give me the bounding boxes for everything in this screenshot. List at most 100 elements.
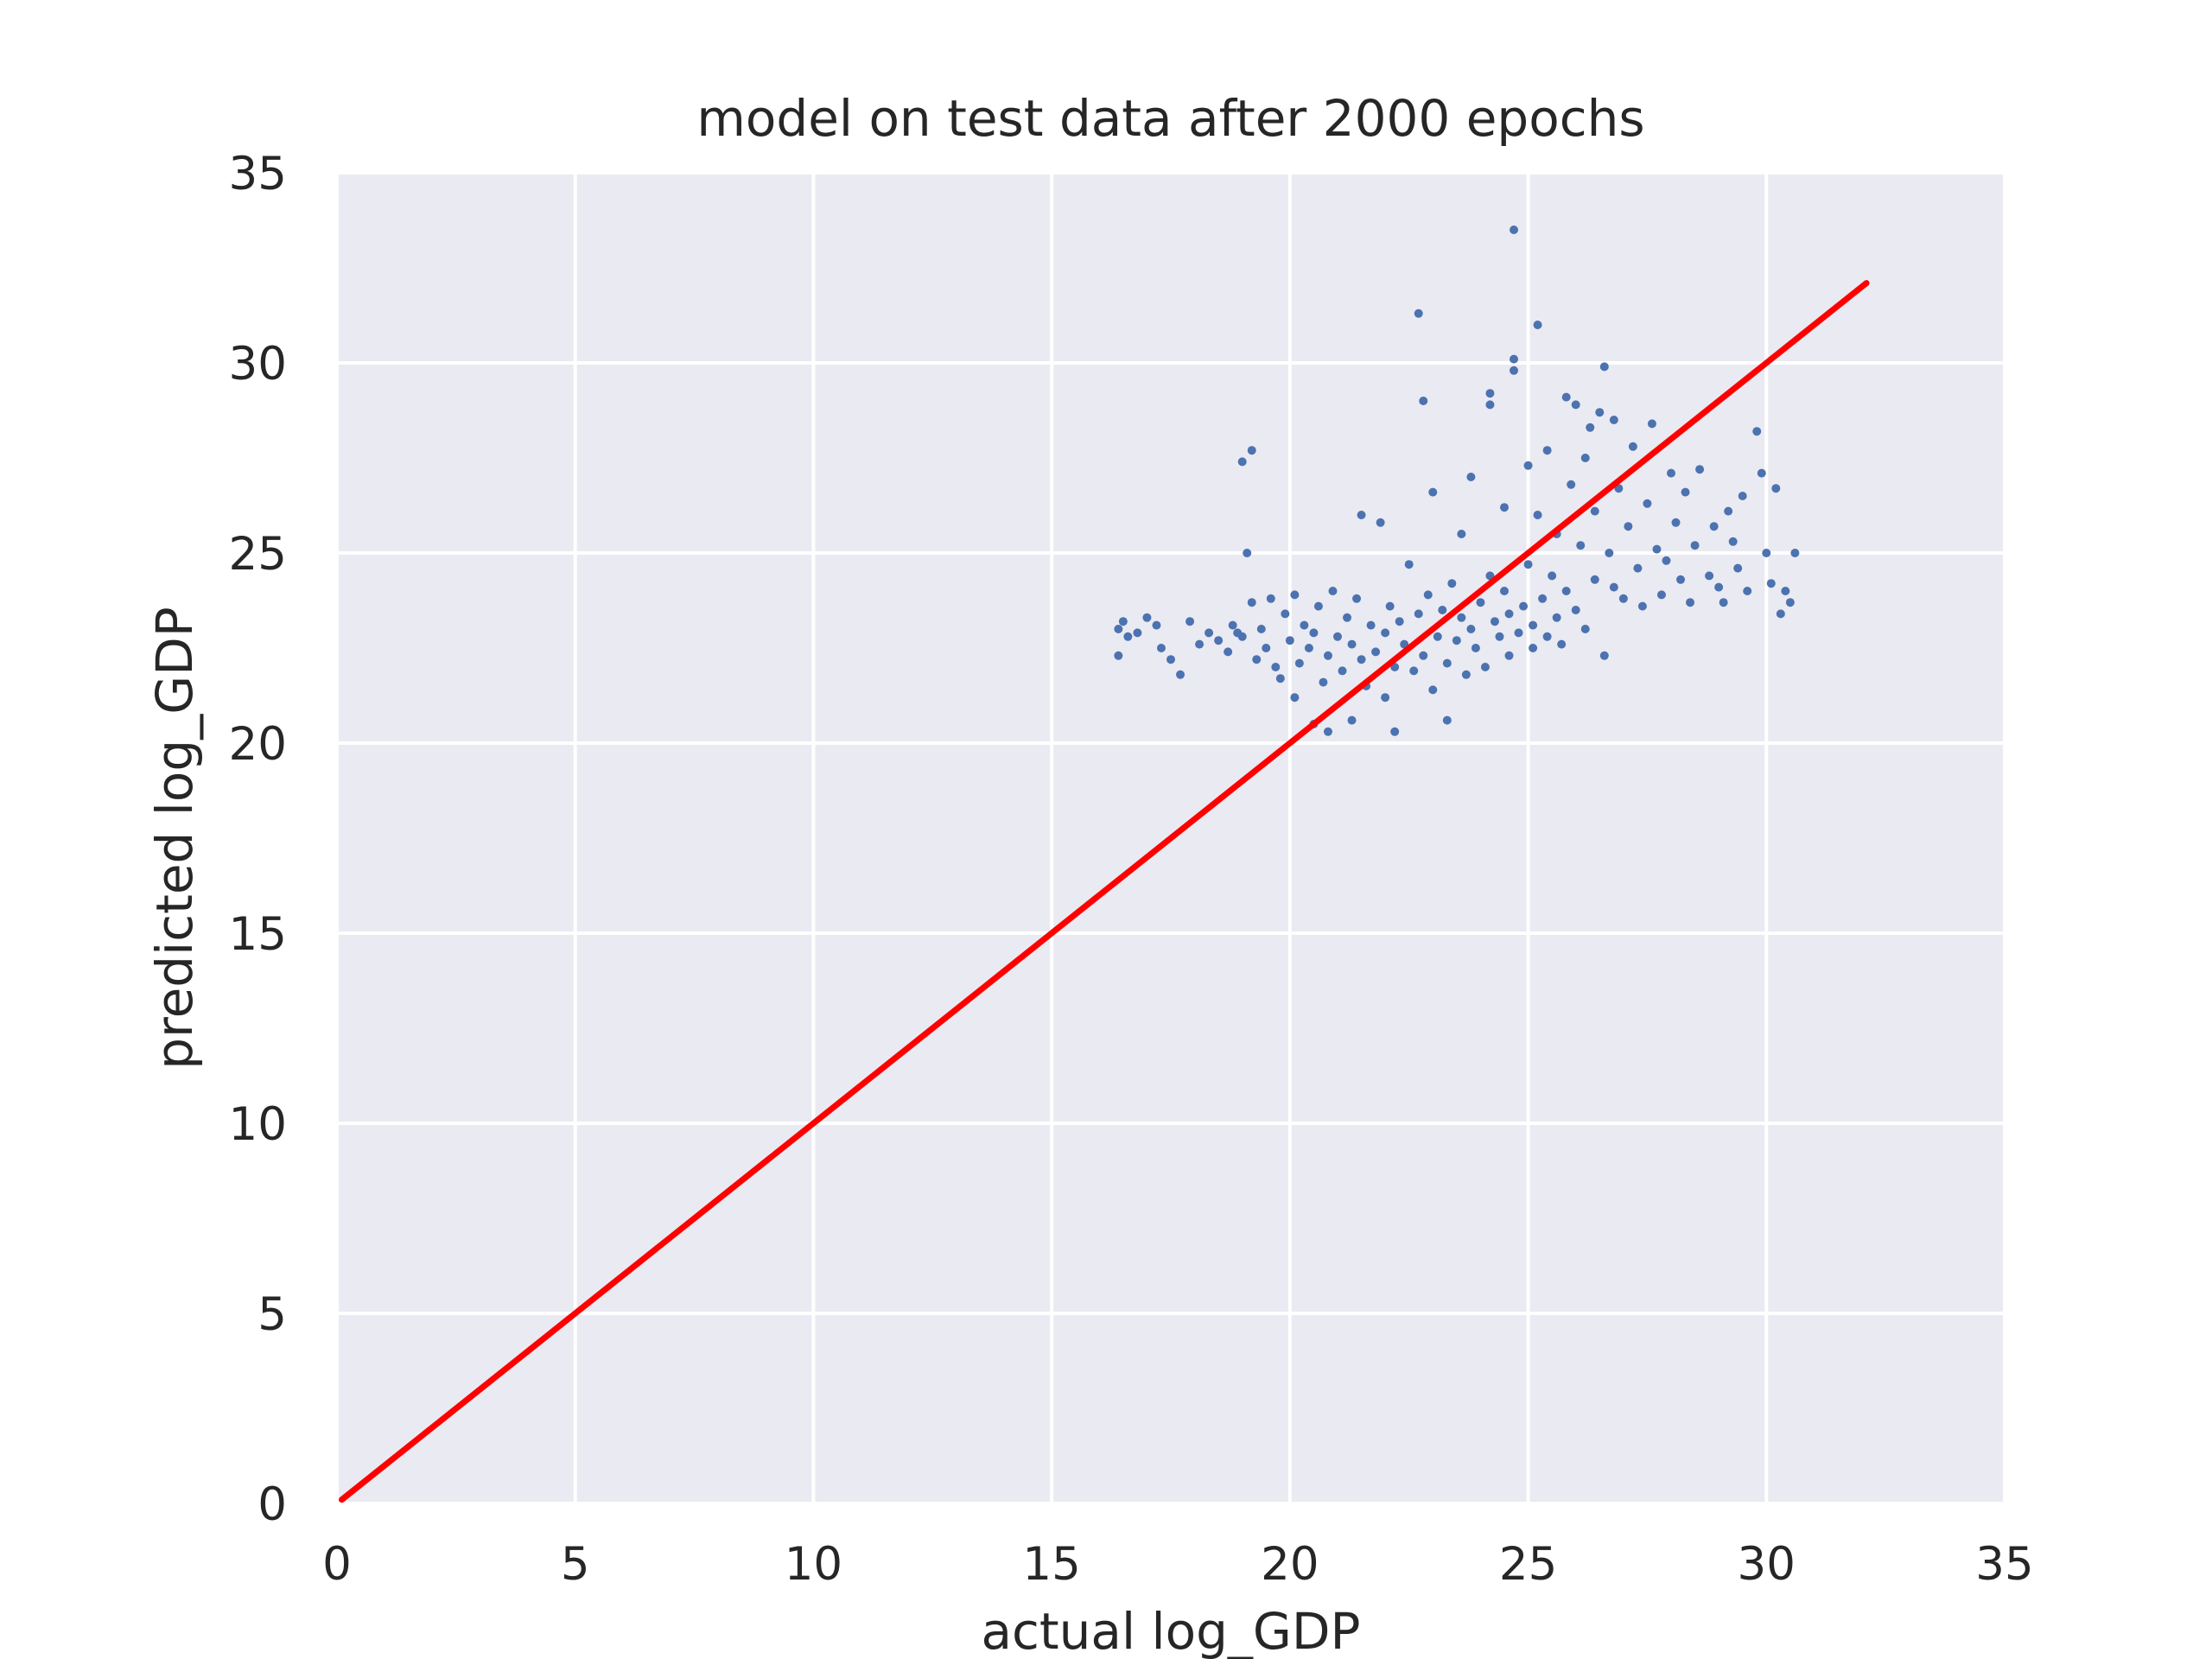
scatter-point	[1166, 655, 1175, 664]
scatter-point	[1461, 670, 1471, 679]
scatter-point	[1480, 663, 1490, 671]
scatter-point	[1185, 617, 1195, 626]
x-tick-label: 0	[322, 1538, 352, 1591]
scatter-point	[1419, 651, 1428, 660]
x-tick-label: 35	[1975, 1538, 2033, 1591]
scatter-point	[1266, 594, 1275, 603]
scatter-point	[1290, 693, 1300, 702]
scatter-point	[1529, 620, 1538, 630]
scatter-point	[1605, 549, 1614, 557]
scatter-point	[1395, 617, 1404, 626]
scatter-point	[1228, 620, 1237, 630]
tick-labels: 0 5 10 15 20 25 30 35 0 5 10 15 20 25 30 35	[229, 148, 2034, 1591]
scatter-point	[1490, 617, 1499, 626]
y-tick-label: 15	[229, 908, 287, 961]
scatter-point	[1176, 670, 1185, 679]
scatter-point	[1428, 487, 1438, 497]
y-tick-label: 35	[229, 148, 287, 200]
scatter-point	[1571, 400, 1580, 410]
scatter-point	[1338, 666, 1347, 676]
scatter-point	[1271, 663, 1281, 671]
x-tick-label: 25	[1499, 1538, 1557, 1591]
scatter-point	[1485, 389, 1495, 398]
scatter-point	[1347, 715, 1357, 725]
scatter-point	[1523, 560, 1533, 569]
scatter-point	[1533, 511, 1542, 519]
scatter-point	[1538, 594, 1548, 603]
scatter-point	[1142, 613, 1152, 622]
scatter-point	[1385, 601, 1395, 611]
scatter-point	[1590, 506, 1599, 516]
scatter-point	[1333, 632, 1342, 641]
scatter-point	[1628, 442, 1637, 451]
scatter-point	[1352, 594, 1362, 603]
scatter-point	[1214, 636, 1224, 645]
scatter-point	[1542, 446, 1552, 455]
y-tick-label: 0	[257, 1478, 287, 1531]
scatter-point	[1652, 544, 1662, 554]
scatter-point	[1647, 419, 1656, 429]
scatter-point	[1719, 598, 1728, 607]
scatter-point	[1752, 427, 1762, 436]
scatter-point	[1114, 651, 1123, 660]
scatter-point	[1275, 674, 1285, 683]
scatter-point	[1681, 487, 1690, 497]
scatter-point	[1595, 408, 1605, 417]
scatter-point	[1419, 397, 1428, 405]
scatter-point	[1409, 666, 1419, 676]
scatter-point	[1118, 617, 1128, 626]
scatter-point	[1304, 644, 1313, 652]
scatter-point	[1510, 226, 1519, 234]
scatter-point	[1123, 632, 1133, 641]
chart-title: model on test data after 2000 epochs	[696, 89, 1644, 148]
scatter-point	[1442, 715, 1452, 725]
scatter-point	[1757, 468, 1766, 478]
x-tick-label: 15	[1022, 1538, 1080, 1591]
scatter-point	[1576, 541, 1586, 550]
scatter-point	[1714, 582, 1724, 592]
scatter-point	[1580, 625, 1590, 633]
scatter-point	[1766, 579, 1776, 588]
scatter-point	[1643, 499, 1652, 508]
y-tick-label: 20	[229, 718, 287, 771]
scatter-point	[1599, 651, 1609, 660]
x-tick-label: 10	[785, 1538, 842, 1591]
scatter-point	[1447, 579, 1457, 588]
scatter-point	[1676, 575, 1686, 584]
scatter-point	[1724, 506, 1733, 516]
scatter-point	[1514, 628, 1523, 638]
scatter-point	[1552, 613, 1561, 622]
scatter-point	[1633, 563, 1643, 573]
scatter-point	[1237, 457, 1247, 467]
scatter-point	[1637, 601, 1647, 611]
reference-line	[339, 280, 1870, 1503]
scatter-point	[1357, 655, 1366, 664]
scatter-point	[1224, 647, 1233, 657]
scatter-point	[1423, 590, 1433, 600]
scatter-point	[1690, 541, 1700, 550]
scatter-point	[1152, 620, 1161, 630]
y-tick-label: 5	[257, 1288, 287, 1341]
scatter-point	[1671, 518, 1681, 527]
scatter-point	[1548, 571, 1557, 581]
scatter-point	[1500, 503, 1509, 512]
scatter-point	[1571, 606, 1580, 614]
scatter-point	[1290, 590, 1300, 600]
scatter-point	[1404, 560, 1414, 569]
scatter-point	[1442, 658, 1452, 668]
scatter-point	[1609, 582, 1618, 592]
scatter-point	[1529, 644, 1538, 652]
scatter-point	[1205, 628, 1214, 638]
scatter-point	[1733, 563, 1743, 573]
scatter-point	[1323, 651, 1332, 660]
grid-lines	[335, 171, 2006, 1505]
scatter-point	[1343, 613, 1352, 622]
scatter-point	[1709, 522, 1719, 531]
scatter-point	[1252, 655, 1262, 664]
y-tick-label: 10	[229, 1098, 287, 1151]
scatter-point	[1466, 625, 1476, 633]
scatter-point	[1790, 549, 1800, 557]
scatter-point	[1243, 549, 1252, 557]
scatter-point	[1785, 598, 1795, 607]
